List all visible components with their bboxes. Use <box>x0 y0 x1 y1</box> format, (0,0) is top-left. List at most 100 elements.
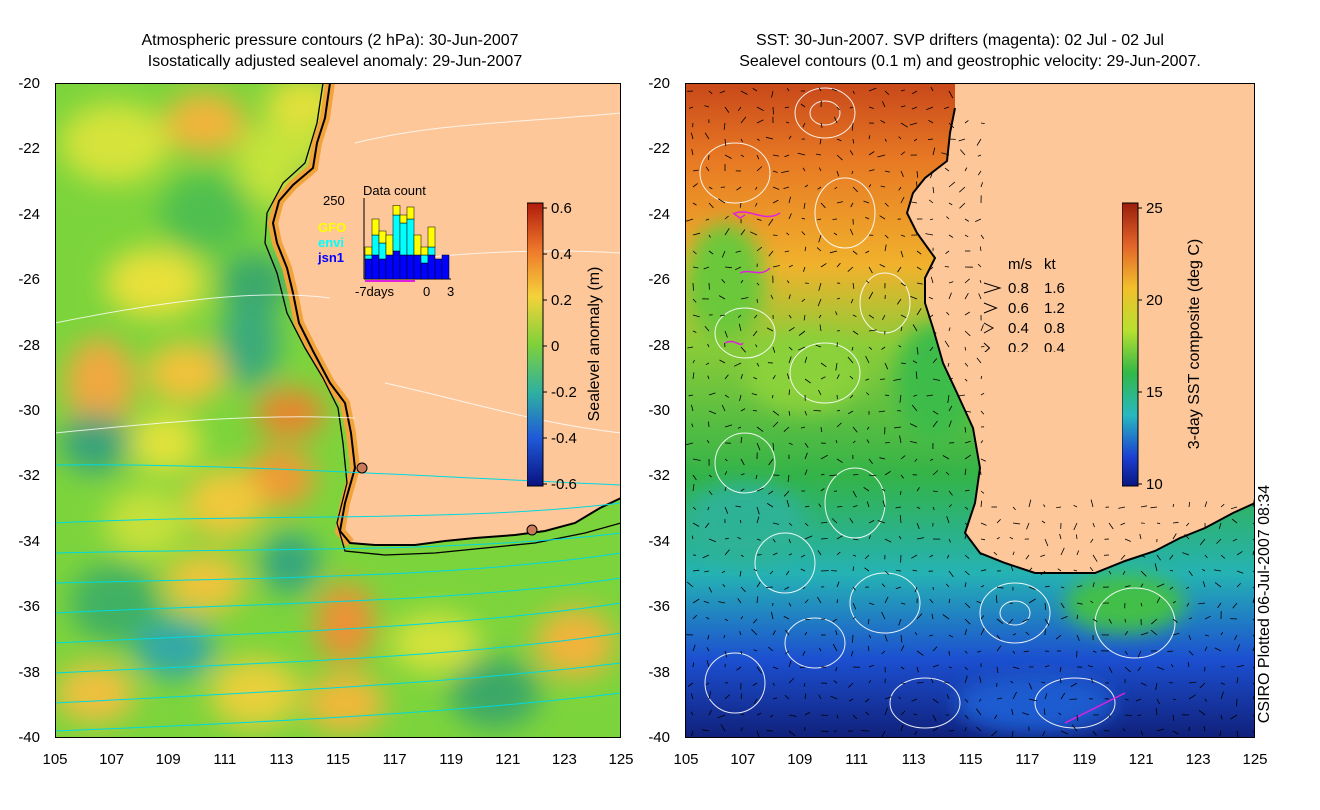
velocity-vector <box>1057 568 1062 572</box>
velocity-vector <box>979 279 982 284</box>
velocity-vector <box>1188 617 1192 620</box>
inset-bar-jsn1 <box>427 254 436 280</box>
velocity-vector <box>864 567 870 572</box>
velocity-vector <box>705 682 710 686</box>
velocity-vector <box>912 569 918 572</box>
velocity-vector <box>708 709 712 716</box>
velocity-vector <box>881 611 886 620</box>
velocity-vector <box>929 554 934 558</box>
legend-ms-value: 0.8 <box>1008 280 1029 297</box>
velocity-vector <box>707 634 710 640</box>
velocity-vector <box>1108 522 1114 530</box>
velocity-vector <box>768 646 774 652</box>
velocity-vector <box>817 596 822 604</box>
velocity-vector <box>1186 602 1190 607</box>
velocity-vector <box>685 442 694 446</box>
velocity-vector <box>719 359 726 364</box>
velocity-vector <box>851 122 854 131</box>
velocity-vector <box>832 618 838 623</box>
velocity-vector <box>708 586 713 593</box>
inset-bar-gfo <box>385 234 394 256</box>
velocity-vector <box>723 122 726 130</box>
velocity-legend: m/s kt 0.8 1.6 0.6 1.2 0.4 0.8 0.2 0.4 <box>983 256 1065 352</box>
velocity-vector <box>948 730 955 732</box>
velocity-vector <box>755 474 758 480</box>
right-title-line2: Sealevel contours (0.1 m) and geostrophi… <box>739 53 1201 70</box>
right-colorbar-ticks: 25 20 15 10 <box>1138 200 1163 490</box>
inset-bar-jsn1 <box>364 258 373 280</box>
velocity-vector <box>1204 554 1208 559</box>
velocity-vector <box>688 106 694 109</box>
velocity-vector <box>1059 666 1062 673</box>
velocity-vector <box>736 186 742 191</box>
velocity-vector <box>737 598 742 604</box>
velocity-vector <box>1076 602 1083 605</box>
velocity-vector <box>692 282 694 291</box>
inset-x-left: -7days <box>355 284 395 299</box>
velocity-vector <box>847 266 854 272</box>
velocity-vector <box>836 599 838 604</box>
velocity-vector <box>804 712 811 716</box>
velocity-vector <box>900 455 906 460</box>
velocity-vector <box>1172 521 1179 524</box>
velocity-vector <box>1140 505 1148 508</box>
left-title-line1: Atmospheric pressure contours (2 hPa): 3… <box>141 32 519 49</box>
velocity-vector <box>1140 602 1143 607</box>
velocity-vector <box>964 311 971 316</box>
velocity-vector <box>884 696 892 700</box>
velocity-vector <box>750 231 758 236</box>
velocity-vector <box>964 698 969 703</box>
velocity-vector <box>740 436 743 444</box>
velocity-vector <box>752 330 758 337</box>
velocity-vector <box>882 101 886 108</box>
velocity-vector <box>788 442 793 446</box>
velocity-vector <box>852 714 858 720</box>
velocity-vector <box>916 666 919 673</box>
velocity-vector <box>788 356 792 364</box>
velocity-vector <box>1140 682 1147 686</box>
velocity-vector <box>980 615 985 620</box>
velocity-vector <box>819 324 822 332</box>
velocity-vector <box>735 250 742 253</box>
velocity-vector <box>867 645 870 652</box>
x-tick-label: 123 <box>551 751 577 768</box>
y-tick-label: -38 <box>648 663 670 681</box>
velocity-vector <box>706 660 710 668</box>
velocity-vector <box>1044 693 1048 700</box>
velocity-vector <box>686 581 694 588</box>
velocity-vector <box>740 458 745 466</box>
velocity-vector <box>895 506 902 509</box>
velocity-vector <box>829 474 838 477</box>
velocity-vector <box>929 346 934 352</box>
velocity-vector <box>691 730 694 737</box>
velocity-vector <box>929 634 934 637</box>
x-tick-label: 109 <box>787 751 813 768</box>
velocity-vector <box>735 505 742 508</box>
inset-bar-jsn1 <box>420 262 429 280</box>
velocity-vector <box>993 551 998 556</box>
inset-x-mid: 0 <box>423 284 430 299</box>
velocity-vector <box>909 423 918 428</box>
x-tick-label: 119 <box>439 751 464 768</box>
velocity-vector <box>692 474 697 481</box>
velocity-vector <box>692 662 694 668</box>
y-tick-label: -26 <box>18 271 40 289</box>
inset-bar-jsn1 <box>413 254 422 280</box>
velocity-vector <box>685 218 694 222</box>
velocity-vector <box>820 426 823 433</box>
x-tick-label: 113 <box>269 751 294 768</box>
velocity-vector <box>787 373 790 380</box>
velocity-vector <box>868 169 875 172</box>
velocity-vector <box>867 618 870 625</box>
velocity-vector <box>995 595 998 604</box>
velocity-vector <box>1140 554 1146 558</box>
velocity-vector <box>705 218 710 221</box>
velocity-vector <box>900 645 905 652</box>
velocity-vector <box>948 378 953 380</box>
coastline-right <box>905 107 1255 574</box>
colorbar-tick-label: 0.4 <box>551 246 572 263</box>
velocity-vector <box>721 279 726 284</box>
velocity-vector <box>1060 602 1065 609</box>
velocity-vector <box>868 679 872 684</box>
velocity-vector <box>850 202 854 208</box>
